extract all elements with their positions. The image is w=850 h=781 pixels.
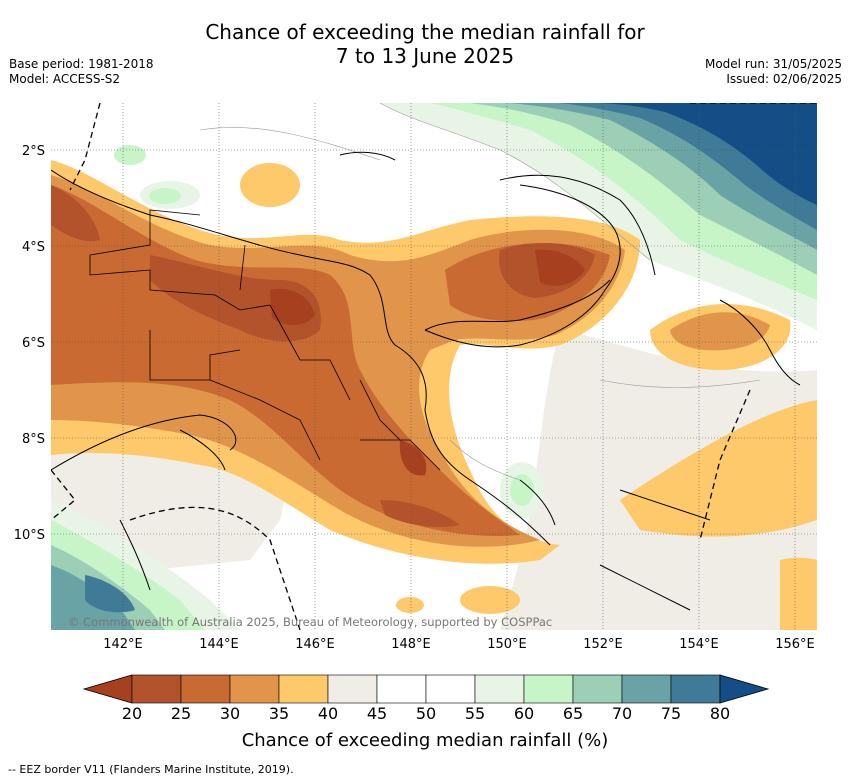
province-borders (89, 209, 441, 471)
lat-label: 2°S (22, 144, 45, 159)
colorbar-label: Chance of exceeding median rainfall (%) (241, 730, 609, 751)
lon-label: 150°E (487, 637, 527, 652)
colorbar-tick: 60 (513, 704, 535, 723)
lon-label: 144°E (199, 637, 239, 652)
lon-label: 154°E (679, 637, 719, 652)
colorbar-swatch (131, 674, 182, 704)
base-period-text: Base period: 1981-2018 (9, 57, 154, 71)
colorbar-swatch (425, 674, 476, 704)
eez-legend-text: -- EEZ border V11 (Flanders Marine Insti… (8, 763, 294, 776)
lon-label: 148°E (391, 637, 431, 652)
colorbar-swatch (621, 674, 672, 704)
colorbar-tick: 80 (709, 704, 731, 723)
graticule (51, 103, 817, 630)
colorbar-tick: 45 (366, 704, 388, 723)
title-line-2: 7 to 13 June 2025 (335, 44, 515, 68)
colorbar-swatch (376, 674, 427, 704)
title-line-1: Chance of exceeding the median rainfall … (205, 20, 645, 44)
lon-label: 142°E (103, 637, 143, 652)
colorbar (82, 674, 770, 704)
meta-right: Model run: 31/05/2025 Issued: 02/06/2025 (705, 57, 842, 87)
colorbar-tick: 40 (317, 704, 339, 723)
lat-labels: 2°S 4°S 6°S 8°S 10°S (14, 144, 45, 543)
lat-label: 8°S (22, 432, 45, 447)
model-text: Model: ACCESS-S2 (9, 72, 121, 86)
colorbar-swatch (523, 674, 574, 704)
rainfall-field: © Commonwealth of Australia 2025, Bureau… (51, 103, 817, 630)
copyright-text: © Commonwealth of Australia 2025, Bureau… (68, 615, 552, 629)
colorbar-swatch (474, 674, 525, 704)
colorbar-swatch (229, 674, 280, 704)
colorbar-tick: 75 (660, 704, 682, 723)
lat-label: 10°S (14, 528, 45, 543)
lon-labels: 142°E 144°E 146°E 148°E 150°E 152°E 154°… (103, 637, 815, 652)
colorbar-tick: 55 (464, 704, 486, 723)
colorbar-swatch (278, 674, 329, 704)
coastlines (51, 151, 801, 611)
colorbar-tick: 30 (219, 704, 241, 723)
colorbar-extend-low (82, 674, 133, 704)
eez-borders (51, 103, 817, 630)
issued-text: Issued: 02/06/2025 (726, 72, 842, 86)
model-run-text: Model run: 31/05/2025 (704, 57, 842, 71)
eez-legend: -- EEZ border V11 (Flanders Marine Insti… (8, 763, 294, 776)
colorbar-swatch (572, 674, 623, 704)
colorbar-extend-high (719, 674, 770, 704)
colorbar-tick: 65 (562, 704, 584, 723)
colorbar-tick: 70 (611, 704, 633, 723)
colorbar-swatch (327, 674, 378, 704)
lon-label: 152°E (583, 637, 623, 652)
lon-label: 156°E (775, 637, 815, 652)
colorbar-tick: 50 (415, 704, 437, 723)
colorbar-tick: 20 (121, 704, 143, 723)
lat-label: 6°S (22, 336, 45, 351)
colorbar-swatch (670, 674, 721, 704)
map-title: Chance of exceeding the median rainfall … (0, 20, 850, 68)
lon-label: 146°E (295, 637, 335, 652)
lat-label: 4°S (22, 240, 45, 255)
colorbar-swatch (180, 674, 231, 704)
colorbar-tick: 25 (170, 704, 192, 723)
colorbar-tick: 35 (268, 704, 290, 723)
meta-left: Base period: 1981-2018 Model: ACCESS-S2 (9, 57, 154, 87)
